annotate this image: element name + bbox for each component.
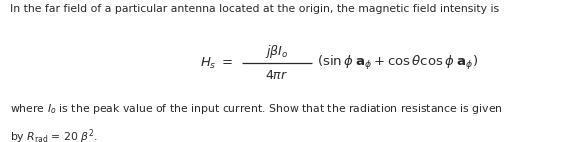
Text: by $R_{\rm rad}$ = 20 $\beta^2$.: by $R_{\rm rad}$ = 20 $\beta^2$. (10, 128, 97, 142)
Text: $(\sin\phi\;\mathbf{a}_\phi + \cos\theta\cos\phi\;\mathbf{a}_\phi)$: $(\sin\phi\;\mathbf{a}_\phi + \cos\theta… (317, 54, 478, 72)
Text: $4\pi r$: $4\pi r$ (265, 69, 289, 82)
Text: $H_s\;=$: $H_s\;=$ (201, 56, 233, 71)
Text: where $I_o$ is the peak value of the input current. Show that the radiation resi: where $I_o$ is the peak value of the inp… (10, 102, 503, 116)
Text: $j\beta I_o$: $j\beta I_o$ (265, 43, 289, 60)
Text: In the far field of a particular antenna located at the origin, the magnetic fie: In the far field of a particular antenna… (10, 4, 499, 14)
